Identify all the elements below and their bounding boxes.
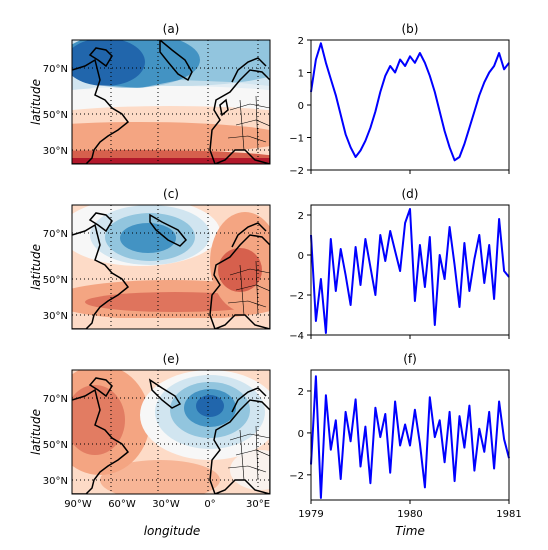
x-tick-label: 1979 (298, 509, 323, 520)
map-c-ylabel: latitude (29, 244, 43, 290)
map-c-lat-tick: 30°N (43, 311, 68, 322)
map-title-c: (c) (163, 187, 179, 201)
map-lon-tick: 30°E (246, 499, 270, 510)
map-e-frame (71, 369, 271, 495)
series-line (310, 42, 510, 162)
y-tick-label: 2 (298, 211, 304, 222)
y-tick-label: 1 (298, 69, 304, 80)
map-title-a: (a) (163, 22, 180, 36)
map-a-borders (227, 95, 270, 151)
series-line (310, 375, 510, 499)
map-lon-tick: 30°W (152, 499, 180, 510)
map-lon-tick: 90°W (64, 499, 92, 510)
y-tick-label: −2 (289, 471, 304, 482)
chart-title: (f) (403, 352, 417, 366)
map-a-frame (71, 39, 271, 165)
line-chart-1: (d) −4 −2 0 2 (289, 187, 510, 342)
map-c-lat-tick: 70°N (43, 229, 68, 240)
line-chart-2: (f) −2 0 2 1979 1980 1981 Time (289, 352, 521, 538)
series-line (310, 208, 510, 334)
map-e-borders (227, 425, 270, 481)
map-a-field (72, 40, 270, 164)
x-tick-label: 1981 (496, 509, 521, 520)
chart-xlabel: Time (395, 524, 425, 538)
map-e-lat-tick: 70°N (43, 394, 68, 405)
y-tick-label: 2 (298, 36, 304, 47)
map-e-field (72, 370, 270, 494)
chart-title: (b) (402, 22, 419, 36)
map-a-lat-tick: 30°N (43, 146, 68, 157)
map-c-field (72, 205, 270, 329)
line-chart-0: (b) −2 −1 0 1 2 (289, 22, 510, 177)
map-e-ylabel: latitude (29, 409, 43, 455)
map-c-borders (227, 260, 270, 316)
map-title-e: (e) (163, 352, 180, 366)
map-a-ylabel: latitude (29, 79, 43, 125)
y-tick-label: −2 (289, 291, 304, 302)
y-tick-label: 2 (298, 387, 304, 398)
map-panel-c: (c) 70°N 50°N (29, 187, 271, 330)
y-tick-label: −1 (289, 134, 304, 145)
y-tick-label: −4 (289, 331, 304, 342)
map-c-lat-tick: 50°N (43, 275, 68, 286)
x-tick-label: 1980 (397, 509, 422, 520)
map-xlabel: longitude (144, 524, 201, 538)
y-tick-label: −2 (289, 166, 304, 177)
map-lon-tick: 0° (204, 499, 215, 510)
map-e-gridlines (72, 370, 270, 494)
map-e-lat-tick: 30°N (43, 476, 68, 487)
chart-title: (d) (402, 187, 419, 201)
chart-frame (310, 39, 510, 171)
map-c-gridlines (72, 205, 270, 329)
map-c-frame (71, 204, 271, 330)
map-e-lat-tick: 50°N (43, 440, 68, 451)
y-tick-label: 0 (298, 251, 304, 262)
map-panel-a: (a) 70°N (29, 22, 271, 165)
timeseries-charts: (b) −2 −1 0 1 2 (d) −4 −2 0 2 (f) −2 0 2 1979 1980 1981 Ti… (289, 22, 521, 538)
map-a-gridlines (72, 40, 270, 164)
y-tick-label: 0 (298, 101, 304, 112)
y-tick-label: 0 (298, 429, 304, 440)
map-panel-e: (e) 70°N 50°N 30° (29, 352, 271, 538)
map-lon-tick: 60°W (108, 499, 136, 510)
map-a-lat-tick: 70°N (43, 64, 68, 75)
map-a-lat-tick: 50°N (43, 110, 68, 121)
